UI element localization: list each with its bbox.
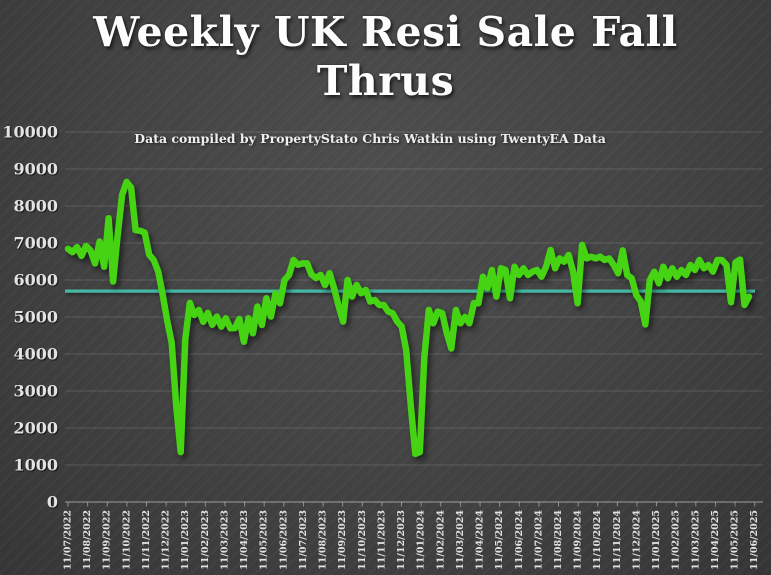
x-axis-label: 11/01/2025 [651,510,662,570]
x-axis-label: 11/10/2023 [357,510,368,570]
weekly-fall-thru-line [64,178,753,458]
x-axis-label: 11/10/2024 [592,510,603,570]
x-axis-label: 11/11/2024 [612,510,623,570]
x-axis-label: 11/09/2024 [573,510,584,570]
y-axis-label: 0 [47,493,58,512]
y-axis-label: 6000 [13,271,58,290]
y-axis-label: 9000 [13,160,58,179]
chart-title-line-2: Thrus [316,57,455,106]
x-axis-label: 11/09/2023 [337,510,348,570]
x-axis-label: 11/08/2023 [318,510,329,570]
x-axis-label: 11/12/2023 [396,510,407,570]
y-axis-label: 7000 [13,234,58,253]
chart-title: Weekly UK Resi Sale Fall Thrus [0,8,771,106]
x-axis-label: 11/12/2022 [161,510,172,570]
y-axis-label: 2000 [13,419,58,438]
x-axis-label: 11/05/2024 [494,510,505,570]
x-axis-label: 11/03/2025 [690,510,701,570]
y-axis-label: 4000 [13,345,58,364]
y-axis-label: 3000 [13,382,58,401]
y-axis-label: 10000 [2,123,58,142]
x-axis-label: 11/05/2023 [259,510,270,570]
y-axis-label: 5000 [13,308,58,327]
x-axis-label: 11/08/2022 [82,510,93,570]
x-axis-label: 11/06/2023 [278,510,289,570]
x-axis-label: 11/07/2024 [533,510,544,570]
x-axis-label: 11/09/2022 [102,510,113,570]
chart-subtitle: Data compiled by PropertyStato Chris Wat… [134,131,606,146]
x-axis-label: 11/03/2024 [455,510,466,570]
x-axis-label: 11/07/2023 [298,510,309,570]
x-axis-label: 11/07/2022 [63,510,74,570]
x-axis-label: 11/05/2025 [730,510,741,570]
x-axis-label: 11/03/2023 [219,510,230,570]
x-axis-label: 11/04/2023 [239,510,250,570]
x-axis-label: 11/02/2024 [435,510,446,570]
x-axis-label: 11/01/2024 [416,510,427,570]
x-axis-label: 11/04/2025 [710,510,721,570]
y-axis-label: 1000 [13,456,58,475]
x-axis-label: 11/06/2025 [749,510,760,570]
x-axis-label: 11/08/2024 [553,510,564,570]
x-axis-label: 11/12/2024 [631,510,642,570]
x-axis-label: 11/06/2024 [514,510,525,570]
x-axis-label: 11/01/2023 [180,510,191,570]
x-axis-label: 11/02/2025 [671,510,682,570]
chart-title-line-1: Weekly UK Resi Sale Fall [93,8,678,56]
x-axis-label: 11/02/2023 [200,510,211,570]
x-axis-label: 11/04/2024 [475,510,486,570]
y-axis-label: 8000 [13,197,58,216]
x-axis-label: 11/10/2022 [121,510,132,570]
x-axis-label: 11/11/2023 [376,510,387,570]
x-axis-label: 11/11/2022 [141,510,152,570]
